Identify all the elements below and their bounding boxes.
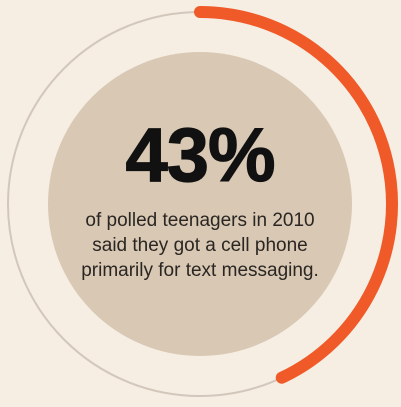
- progress-arc: [194, 6, 398, 384]
- stat-text-block: 43% of polled teenagers in 2010 said the…: [50, 113, 350, 283]
- inner-disc: [48, 52, 352, 356]
- stat-caption: of polled teenagers in 2010 said they go…: [81, 210, 319, 281]
- stat-value: 43%: [125, 113, 276, 198]
